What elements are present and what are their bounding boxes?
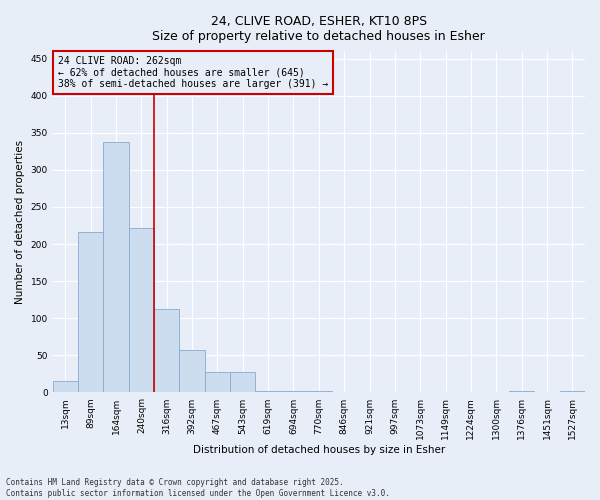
- Text: 24 CLIVE ROAD: 262sqm
← 62% of detached houses are smaller (645)
38% of semi-det: 24 CLIVE ROAD: 262sqm ← 62% of detached …: [58, 56, 328, 90]
- Title: 24, CLIVE ROAD, ESHER, KT10 8PS
Size of property relative to detached houses in : 24, CLIVE ROAD, ESHER, KT10 8PS Size of …: [152, 15, 485, 43]
- Bar: [103, 142, 129, 392]
- Bar: [509, 391, 535, 392]
- Bar: [205, 372, 230, 392]
- Bar: [129, 228, 154, 392]
- Y-axis label: Number of detached properties: Number of detached properties: [15, 140, 25, 304]
- Bar: [306, 391, 332, 392]
- Bar: [230, 372, 256, 392]
- Text: Contains HM Land Registry data © Crown copyright and database right 2025.
Contai: Contains HM Land Registry data © Crown c…: [6, 478, 390, 498]
- Bar: [53, 382, 78, 392]
- Bar: [560, 391, 585, 392]
- Bar: [78, 232, 103, 392]
- X-axis label: Distribution of detached houses by size in Esher: Distribution of detached houses by size …: [193, 445, 445, 455]
- Bar: [256, 391, 281, 392]
- Bar: [281, 391, 306, 392]
- Bar: [179, 350, 205, 393]
- Bar: [154, 308, 179, 392]
